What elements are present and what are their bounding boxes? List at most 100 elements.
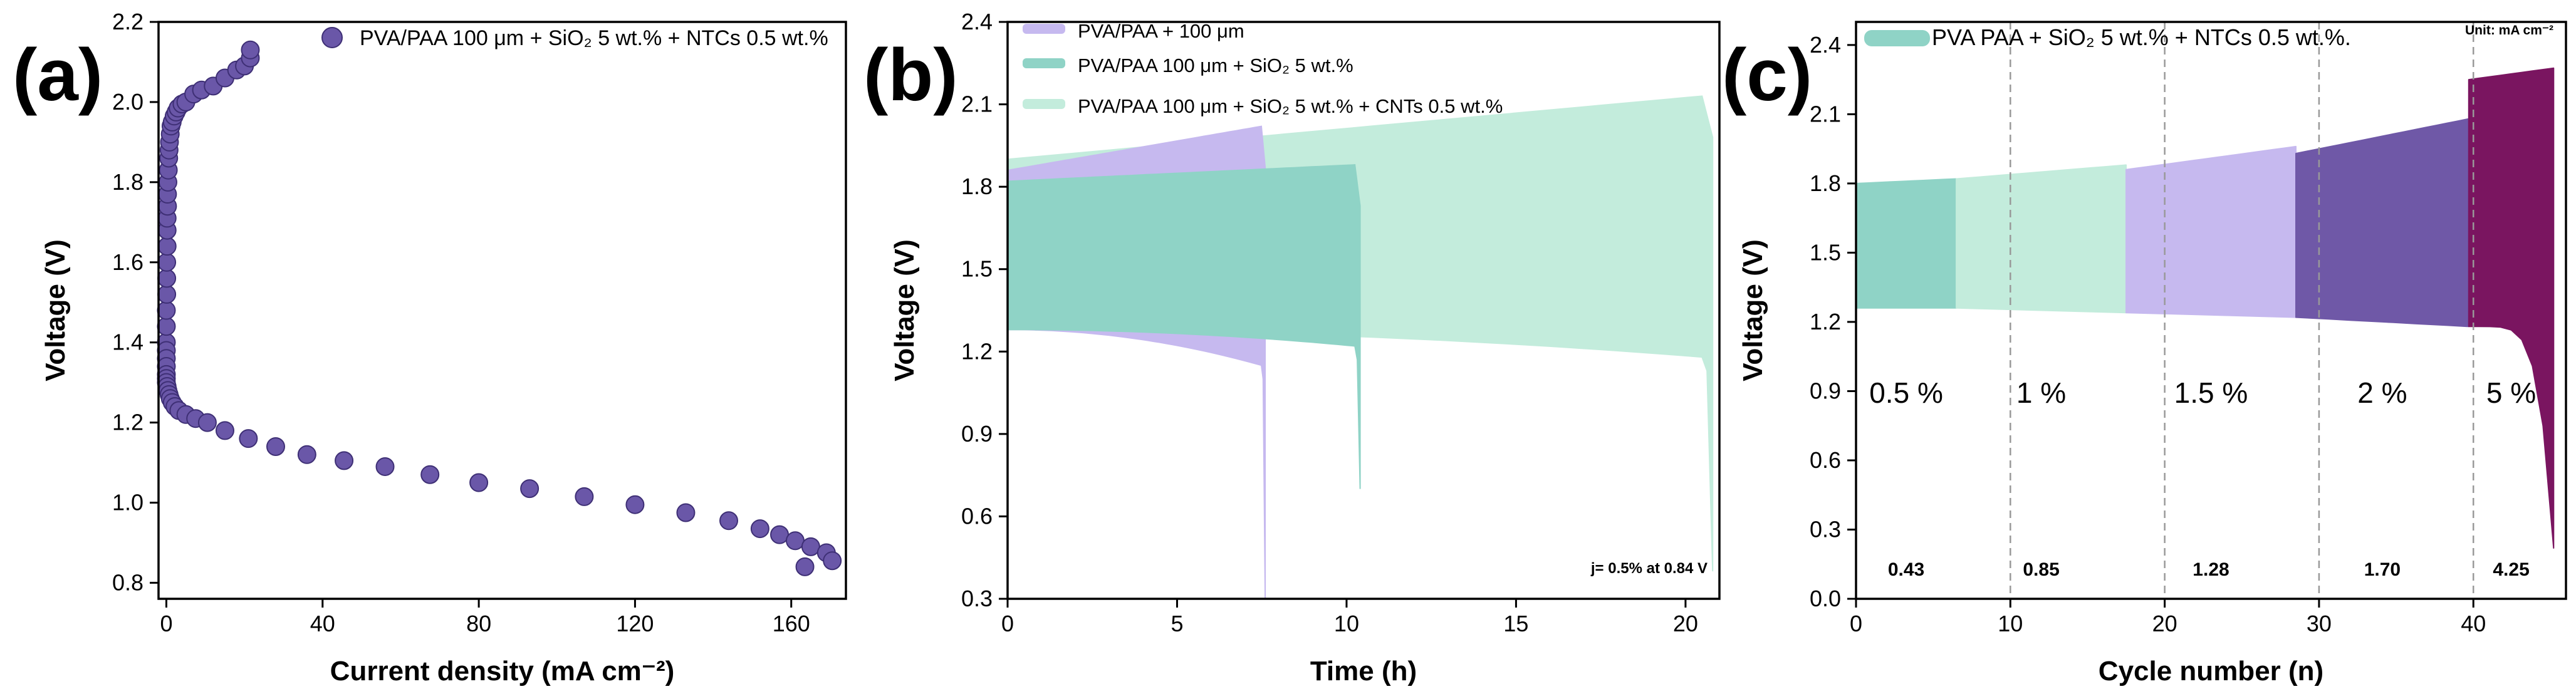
legend: PVA PAA + SiO₂ 5 wt.% + NTCs 0.5 wt.%. xyxy=(1864,24,2351,50)
legend: PVA/PAA + 100 μm PVA/PAA 100 μm + SiO₂ 5 … xyxy=(1023,20,1503,117)
segment-area xyxy=(1956,164,2127,314)
legend-label: PVA PAA + SiO₂ 5 wt.% + NTCs 0.5 wt.%. xyxy=(1932,24,2351,50)
x-tick-label: 20 xyxy=(1673,611,1698,636)
x-tick-label: 10 xyxy=(1998,611,2023,636)
scatter-point xyxy=(420,465,440,484)
y-tick-label: 2.1 xyxy=(961,91,993,117)
scatter-point xyxy=(157,301,176,320)
legend-label: PVA/PAA 100 μm + SiO₂ 5 wt.% + NTCs 0.5 … xyxy=(360,26,828,50)
axes-panel-3: 0 10 20 30 40 0.0 0.3 0.6 0.9 1.2 1.5 1.8 2.1 2.4 Cycl… xyxy=(1722,32,2486,686)
segment-value: 0.43 xyxy=(1888,559,1924,580)
y-tick-label: 2.1 xyxy=(1810,101,1841,127)
x-axis-title: Cycle number (n) xyxy=(2099,656,2323,686)
legend-swatch xyxy=(1023,99,1065,109)
panel-label: (c) xyxy=(1722,34,1812,117)
scatter-point xyxy=(197,413,217,432)
segment-value: 1.28 xyxy=(2193,559,2229,580)
y-tick-label: 0.3 xyxy=(1810,516,1841,542)
y-tick-label: 1.2 xyxy=(112,410,143,435)
plot-frame xyxy=(1855,21,2567,600)
x-tick-label: 5 xyxy=(1171,611,1183,636)
panel-label: (a) xyxy=(13,34,103,117)
x-tick-label: 120 xyxy=(616,611,654,636)
x-tick-label: 30 xyxy=(2307,611,2332,636)
y-tick-label: 2.0 xyxy=(112,89,143,115)
scatter-point xyxy=(785,531,805,551)
y-tick-label: 2.4 xyxy=(961,9,993,34)
y-tick-label: 0.9 xyxy=(1810,378,1841,403)
axes-panel-1: 0 40 80 120 160 0.8 1.0 1.2 1.4 1.6 1.8 2.0 2.2 Curre… xyxy=(13,9,810,686)
scatter-point xyxy=(676,503,696,522)
segments-group xyxy=(1855,67,2555,549)
scatter-point xyxy=(297,445,316,464)
scatter-point xyxy=(157,317,176,336)
x-tick-label: 0 xyxy=(1001,611,1014,636)
y-tick-label: 1.5 xyxy=(961,256,993,282)
y-tick-label: 1.4 xyxy=(112,329,143,355)
y-tick-label: 2.2 xyxy=(112,9,143,34)
segment-label: 5 % xyxy=(2486,376,2536,409)
y-tick-label: 1.2 xyxy=(1810,309,1841,334)
segment-label: 1.5 % xyxy=(2174,376,2248,409)
y-tick-label: 0.6 xyxy=(1810,447,1841,473)
x-tick-label: 160 xyxy=(773,611,810,636)
scatter-point xyxy=(157,252,177,272)
legend-label: PVA/PAA 100 μm + SiO₂ 5 wt.% + CNTs 0.5 … xyxy=(1078,95,1503,117)
segment-label: 1 % xyxy=(2016,376,2066,409)
segment-value: 0.85 xyxy=(2023,559,2059,580)
panel-label: (b) xyxy=(863,34,958,117)
y-tick-label: 2.4 xyxy=(1810,32,1841,58)
x-tick-label: 15 xyxy=(1503,611,1528,636)
legend: PVA/PAA 100 μm + SiO₂ 5 wt.% + NTCs 0.5 … xyxy=(321,26,828,50)
segment-value: 4.25 xyxy=(2493,559,2529,580)
y-axis-title: Voltage (V) xyxy=(40,239,71,381)
legend-label: PVA/PAA 100 μm + SiO₂ 5 wt.% xyxy=(1078,54,1353,76)
x-tick-label: 40 xyxy=(2461,611,2486,636)
y-tick-label: 1.0 xyxy=(112,490,143,515)
segment-area xyxy=(2125,145,2297,318)
scatter-point xyxy=(266,437,285,456)
y-tick-label: 1.8 xyxy=(112,169,143,195)
segment-label: 0.5 % xyxy=(1869,376,1943,409)
scatter-point xyxy=(750,519,769,539)
x-axis-title: Time (h) xyxy=(1310,656,1417,686)
y-tick-label: 0.9 xyxy=(961,421,993,447)
series-area xyxy=(1007,164,1361,489)
y-tick-label: 0.6 xyxy=(961,503,993,529)
scatter-point xyxy=(520,479,540,499)
plot-frame xyxy=(157,21,847,600)
scatter-point xyxy=(801,537,820,556)
y-axis-title: Voltage (V) xyxy=(889,239,920,381)
segment-area xyxy=(2295,118,2469,328)
segment-area xyxy=(1855,178,1958,309)
x-tick-label: 0 xyxy=(160,611,172,636)
segment-value: 1.70 xyxy=(2364,559,2401,580)
scatter-point xyxy=(241,40,260,60)
unit-note: Unit: mA cm⁻² xyxy=(2465,23,2553,38)
x-tick-label: 40 xyxy=(310,611,335,636)
legend-label: PVA/PAA + 100 μm xyxy=(1078,20,1244,42)
scatter-point xyxy=(157,284,177,304)
legend-swatch xyxy=(1023,24,1065,34)
x-tick-label: 80 xyxy=(466,611,491,636)
scatter-point xyxy=(215,421,234,440)
segment-label: 2 % xyxy=(2357,376,2407,409)
y-tick-label: 1.2 xyxy=(961,338,993,364)
segment-area xyxy=(2468,67,2555,549)
legend-swatch xyxy=(1864,30,1930,46)
y-tick-label: 1.8 xyxy=(961,174,993,199)
scatter-point xyxy=(795,557,815,576)
x-tick-label: 10 xyxy=(1334,611,1359,636)
scatter-point xyxy=(375,457,395,476)
plot-frame xyxy=(1006,21,1721,600)
scatter-points xyxy=(157,40,842,576)
y-tick-label: 1.5 xyxy=(1810,239,1841,265)
y-tick-label: 1.8 xyxy=(1810,170,1841,196)
scatter-point xyxy=(157,237,177,256)
scatter-point xyxy=(335,451,354,470)
y-tick-label: 1.6 xyxy=(112,249,143,275)
legend-swatch xyxy=(1023,58,1065,68)
x-tick-label: 20 xyxy=(2152,611,2177,636)
y-tick-label: 0.8 xyxy=(112,569,143,595)
